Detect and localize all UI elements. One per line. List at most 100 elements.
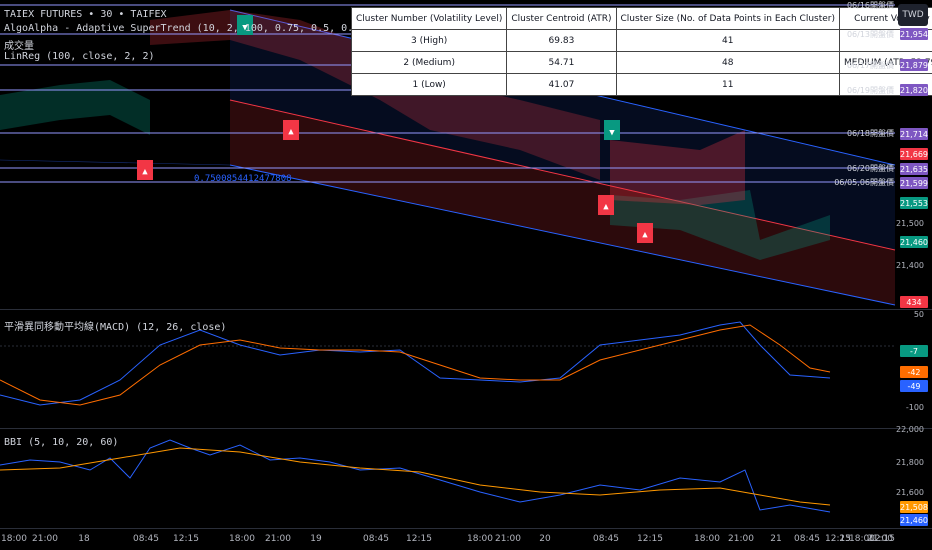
time-axis-label: 12:15 [173, 534, 199, 544]
cluster-cell: 54.71 [506, 51, 617, 74]
time-axis-label: 19 [310, 534, 322, 544]
bbi-badge: 21,460 [900, 514, 928, 526]
cluster-cell: 2 (Medium) [350, 51, 508, 74]
volume-badge: 434 [900, 296, 928, 308]
time-axis-label: 23 [839, 534, 851, 544]
svg-text:▲: ▲ [642, 230, 648, 240]
macd-line [0, 321, 831, 406]
time-axis-label: 21:00 [867, 534, 893, 544]
macd-pane [0, 321, 895, 406]
level-label: 06/18開盤價 [846, 129, 894, 138]
price-badge: 21,553 [900, 197, 928, 209]
time-axis-label: 08:45 [593, 534, 619, 544]
price-badge: 21,635 [900, 163, 928, 175]
time-axis-label: 18 [78, 534, 90, 544]
pane-separator[interactable] [0, 428, 932, 429]
svg-text:▲: ▲ [603, 202, 609, 212]
cluster-cell: 41 [615, 29, 841, 52]
cluster-cell: 48 [615, 51, 841, 74]
level-label: 06/16開盤價 [846, 1, 894, 10]
time-axis-label: 08:45 [133, 534, 159, 544]
bbi-line [0, 447, 831, 506]
level-label: 06/13開盤價 [846, 30, 894, 39]
svg-text:▲: ▲ [288, 127, 294, 137]
price-badge: 21,669 [900, 148, 928, 160]
time-axis-label: 18:00 [229, 534, 255, 544]
price-badge: 21,954 [900, 28, 928, 40]
time-axis-label: 12:15 [825, 534, 851, 544]
price-badge: 21,599 [900, 177, 928, 189]
time-axis-label: 21:00 [32, 534, 58, 544]
cluster-header: Cluster Centroid (ATR) [506, 7, 617, 30]
time-axis-label: 18:00 [849, 534, 875, 544]
price-badge: 21,460 [900, 236, 928, 248]
pane-separator[interactable] [0, 309, 932, 310]
bbi-tick: 21,800 [896, 458, 924, 467]
symbol-title: TAIEX FUTURES • 30 • TAIFEX [4, 9, 167, 20]
level-label: 06/17開盤價 [846, 61, 894, 70]
svg-text:▼: ▼ [242, 23, 248, 33]
bbi-pane [0, 439, 831, 513]
cluster-cell: 41.07 [506, 73, 617, 96]
level-label: 06/19開盤價 [846, 86, 894, 95]
macd-badge: -42 [900, 366, 928, 378]
svg-text:▲: ▲ [142, 167, 148, 177]
currency-button[interactable]: TWD [898, 4, 928, 26]
linreg-mid-line [229, 99, 896, 251]
time-axis-label: 08:45 [794, 534, 820, 544]
cluster-cell: 69.83 [506, 29, 617, 52]
buy-signal-marker [137, 160, 153, 180]
supertrend-bull-fill [0, 80, 150, 135]
time-axis-label: 20 [539, 534, 551, 544]
time-axis-label: 12:15 [869, 534, 895, 544]
time-axis-label: 18:00 [467, 534, 493, 544]
indicator-supertrend-label[interactable]: AlgoAlpha - Adaptive SuperTrend (10, 2, … [4, 23, 420, 34]
time-axis-separator [0, 528, 932, 529]
buy-signal-marker [637, 223, 653, 243]
macd-tick: 50 [913, 310, 924, 319]
cluster-header: Cluster Size (No. of Data Points in Each… [615, 7, 841, 30]
supertrend-bull-fill-2 [610, 190, 830, 260]
bbi-tick: 21,600 [896, 488, 924, 497]
time-axis-label: 21:00 [728, 534, 754, 544]
indicator-volume-label[interactable]: 成交量 [4, 41, 34, 52]
cluster-cell: 1 (Low) [350, 73, 508, 96]
bbi-tick: 22,000 [896, 425, 924, 434]
price-badge: 21,879 [900, 59, 928, 71]
sell-signal-marker [237, 15, 253, 35]
cluster-header: Cluster Number (Volatility Level) [350, 7, 508, 30]
bbi-badge: 21,508 [900, 501, 928, 513]
time-axis-label: 21:00 [265, 534, 291, 544]
level-label: 06/05,06開盤價 [834, 178, 894, 187]
macd-badge: -49 [900, 380, 928, 392]
time-axis-label: 18:00 [694, 534, 720, 544]
time-axis-label: 21 [770, 534, 782, 544]
time-axis-label: 21:00 [495, 534, 521, 544]
price-tick: 21,400 [896, 261, 924, 270]
cluster-cell: 3 (High) [350, 29, 508, 52]
buy-signal-marker [283, 120, 299, 140]
bbi-title[interactable]: BBI (5, 10, 20, 60) [4, 437, 119, 448]
price-badge: 21,714 [900, 128, 928, 140]
cluster-table: Cluster Number (Volatility Level) Cluste… [350, 7, 932, 96]
buy-signal-marker [598, 195, 614, 215]
linreg-coefficient: 0.7500854412477808 [194, 174, 292, 184]
cluster-cell: 11 [615, 73, 841, 96]
time-axis-label: 12:15 [637, 534, 663, 544]
price-tick: 21,500 [896, 219, 924, 228]
linreg-ext-line [0, 159, 231, 166]
linreg-lower-line [229, 164, 896, 306]
price-badge: 21,820 [900, 84, 928, 96]
time-axis-label: 18:00 [1, 534, 27, 544]
indicator-linreg-label[interactable]: LinReg (100, close, 2, 2) [4, 51, 155, 62]
macd-title[interactable]: 平滑異同移動平均線(MACD) (12, 26, close) [4, 322, 227, 333]
level-label: 06/20開盤價 [846, 164, 894, 173]
sell-signal-marker [604, 120, 620, 140]
macd-signal-line [0, 324, 831, 406]
time-axis-label: 08:45 [363, 534, 389, 544]
macd-badge: -7 [900, 345, 928, 357]
macd-tick: -100 [905, 403, 924, 412]
signal-markers: ▲ ▲ ▲ ▲ ▼ ▼ [137, 15, 653, 243]
bbi-price-line [0, 439, 831, 513]
linreg-lower-channel [230, 100, 895, 305]
